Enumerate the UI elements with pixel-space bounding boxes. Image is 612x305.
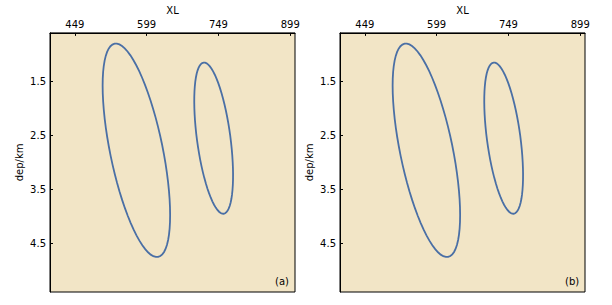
svg-text:1.5: 1.5 bbox=[30, 76, 46, 87]
svg-text:749: 749 bbox=[209, 19, 228, 30]
svg-text:599: 599 bbox=[137, 19, 156, 30]
svg-text:449: 449 bbox=[65, 19, 84, 30]
svg-text:(a): (a) bbox=[275, 276, 289, 287]
svg-text:dep/km: dep/km bbox=[304, 144, 315, 182]
svg-text:899: 899 bbox=[281, 19, 300, 30]
svg-text:(b): (b) bbox=[565, 276, 579, 287]
svg-text:XL: XL bbox=[456, 5, 469, 16]
svg-text:4.5: 4.5 bbox=[30, 238, 46, 249]
svg-text:749: 749 bbox=[499, 19, 518, 30]
svg-text:899: 899 bbox=[571, 19, 590, 30]
svg-text:1.5: 1.5 bbox=[320, 76, 336, 87]
svg-text:599: 599 bbox=[427, 19, 446, 30]
svg-text:3.5: 3.5 bbox=[30, 184, 46, 195]
svg-text:4.5: 4.5 bbox=[320, 238, 336, 249]
svg-text:2.5: 2.5 bbox=[30, 130, 46, 141]
svg-text:3.5: 3.5 bbox=[320, 184, 336, 195]
svg-text:2.5: 2.5 bbox=[320, 130, 336, 141]
svg-text:449: 449 bbox=[355, 19, 374, 30]
svg-text:dep/km: dep/km bbox=[14, 144, 25, 182]
svg-text:XL: XL bbox=[166, 5, 179, 16]
